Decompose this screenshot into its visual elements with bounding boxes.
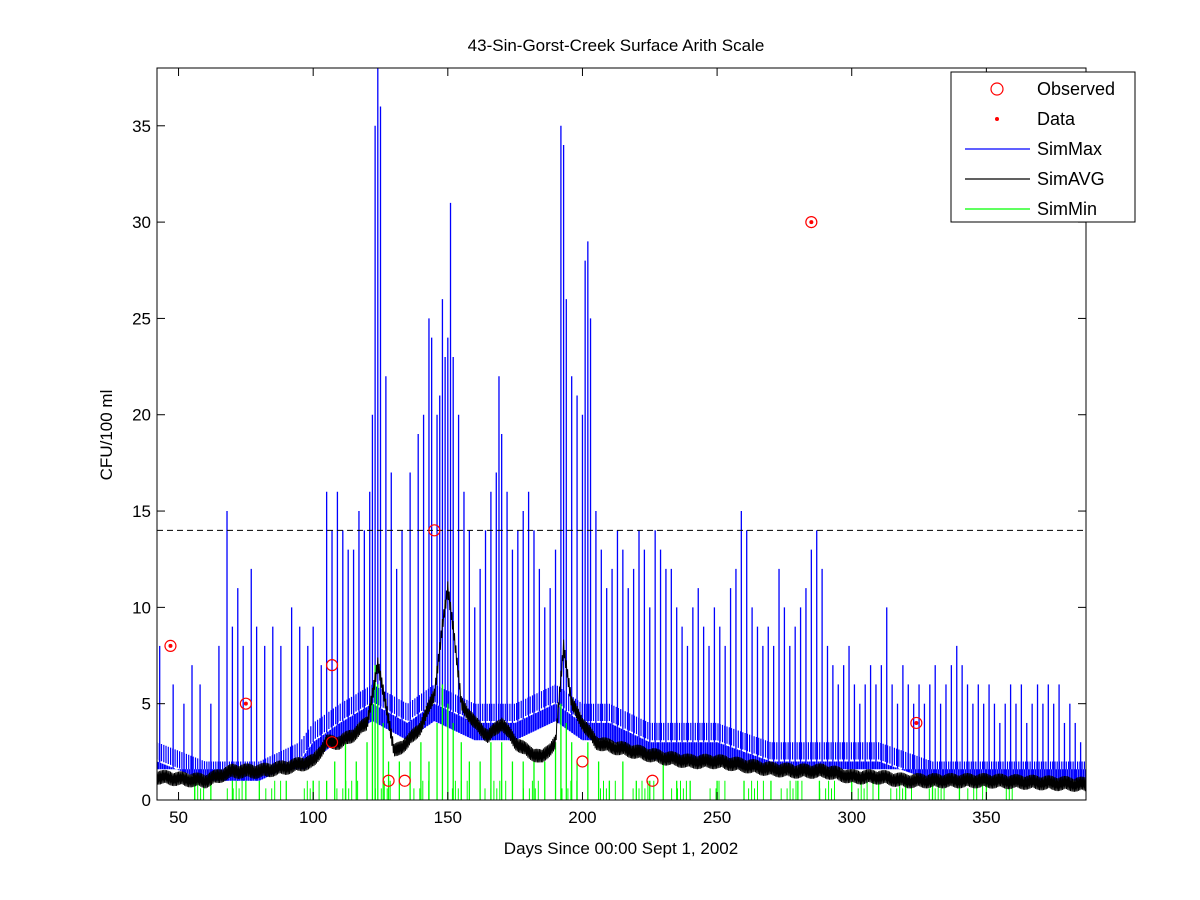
x-tick-label: 100: [299, 808, 327, 827]
legend: Observed Data SimMax SimAVG SimMin: [950, 71, 1136, 223]
observed-point: [428, 524, 441, 537]
observed-point: [325, 659, 339, 672]
legend-entry: SimAVG: [965, 169, 1105, 189]
x-tick-label: 350: [972, 808, 1000, 827]
y-tick-label: 5: [142, 695, 151, 714]
legend-entry: SimMax: [965, 139, 1102, 159]
series-simmax: [157, 68, 1086, 781]
x-tick-label: 250: [703, 808, 731, 827]
legend-box: [950, 71, 1136, 223]
x-tick-label: 300: [838, 808, 866, 827]
observed-point: [576, 755, 589, 768]
observed-point: [164, 639, 177, 652]
y-tick-label: 35: [132, 117, 151, 136]
legend-entry: Data: [995, 109, 1076, 129]
legend-marker-data: [995, 117, 999, 121]
y-tick-label: 10: [132, 598, 151, 617]
observed-point: [646, 774, 659, 787]
chart-title: 43-Sin-Gorst-Creek Surface Arith Scale: [468, 36, 765, 55]
y-axis-title: CFU/100 ml: [97, 390, 116, 481]
x-axis-title: Days Since 00:00 Sept 1, 2002: [504, 839, 738, 858]
legend-label: SimAVG: [1037, 169, 1105, 189]
data-point: [243, 701, 248, 706]
data-point: [809, 220, 814, 225]
x-tick-label: 150: [434, 808, 462, 827]
observed-point: [239, 697, 252, 710]
observed-point: [910, 716, 923, 730]
series-simavg: [157, 581, 1086, 792]
legend-entry: SimMin: [965, 199, 1097, 219]
x-tick-label: 50: [169, 808, 188, 827]
legend-label: SimMax: [1037, 139, 1102, 159]
legend-label: Observed: [1037, 79, 1115, 99]
y-tick-label: 25: [132, 309, 151, 328]
observed-point: [382, 774, 395, 787]
plot-area: [157, 68, 1086, 800]
y-tick-label: 0: [142, 791, 151, 810]
data-point: [168, 643, 173, 648]
legend-label: SimMin: [1037, 199, 1097, 219]
series-simmin: [194, 665, 1013, 800]
y-tick-label: 20: [132, 406, 151, 425]
legend-label: Data: [1037, 109, 1076, 129]
observed-point: [398, 774, 411, 787]
legend-marker-observed: [990, 82, 1004, 96]
plot-frame: [156, 67, 1087, 801]
y-tick-label: 30: [132, 213, 151, 232]
x-tick-label: 200: [568, 808, 596, 827]
data-point: [914, 720, 919, 725]
observed-point: [805, 216, 818, 229]
observed-point: [325, 736, 339, 749]
legend-entry: Observed: [990, 79, 1115, 99]
simavg-line: [157, 581, 1086, 792]
y-tick-label: 15: [132, 502, 151, 521]
